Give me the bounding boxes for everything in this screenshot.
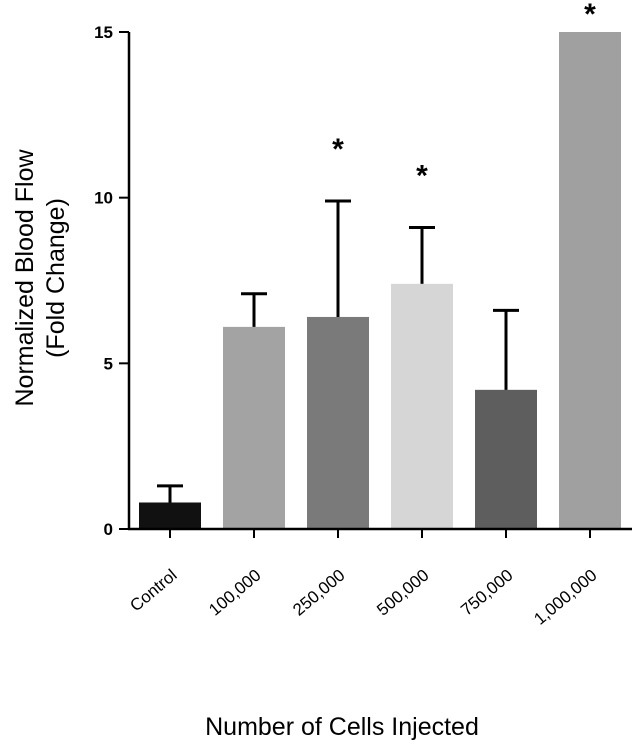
significance-group: * * * [332, 0, 596, 192]
error-bar-4 [493, 308, 519, 390]
x-ticks-group: Control 100,000 250,000 500,000 750,000 1,000… [126, 529, 601, 629]
y-tick-label-1: 5 [104, 354, 113, 373]
error-bar-1 [241, 292, 267, 327]
x-tick-label-1: 100,000 [205, 566, 264, 620]
y-axis-title-line1: Normalized Blood Flow [11, 149, 39, 407]
x-tick-label-4: 750,000 [457, 566, 516, 620]
y-tick-label-0: 0 [104, 520, 113, 539]
significance-mark-5: * [584, 0, 596, 31]
x-tick-label-2: 250,000 [289, 566, 348, 620]
significance-mark-2: * [332, 133, 344, 166]
error-bar-0 [157, 484, 183, 503]
bar-4 [475, 389, 537, 529]
significance-mark-3: * [416, 159, 428, 192]
bar-1 [223, 326, 285, 529]
x-tick-label-3: 500,000 [373, 566, 432, 620]
bar-5 [559, 32, 621, 529]
bar-0 [139, 502, 201, 529]
y-tick-label-2: 10 [94, 189, 113, 208]
error-bar-3 [409, 225, 435, 284]
x-tick-label-0: Control [126, 566, 180, 616]
y-tick-label-3: 15 [94, 23, 113, 42]
x-axis-title: Number of Cells Injected [205, 713, 479, 741]
bars-group [139, 32, 621, 529]
error-bar-2 [325, 199, 351, 317]
y-ticks-group: 0 5 10 15 [94, 23, 129, 539]
bar-3 [391, 283, 453, 529]
bar-2 [307, 316, 369, 529]
x-tick-label-5: 1,000,000 [530, 566, 600, 629]
error-bars-group [157, 199, 519, 503]
y-axis-title-line2: (Fold Change) [42, 198, 70, 358]
axes-group [127, 32, 632, 531]
